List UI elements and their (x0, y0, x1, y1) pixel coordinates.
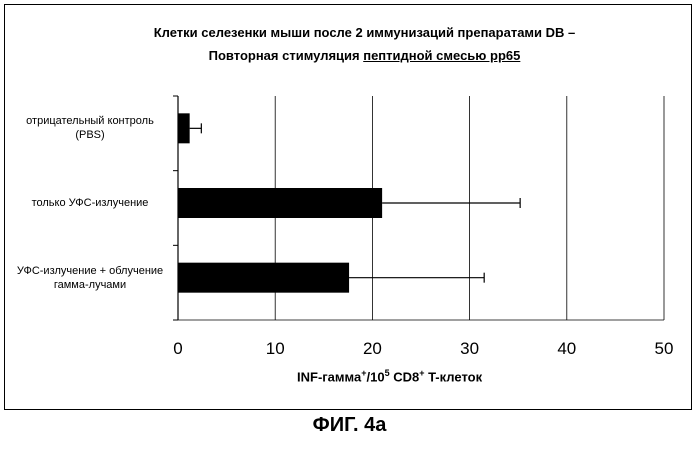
category-label-0-line-0: отрицательный контроль (6, 114, 174, 128)
category-label-2: УФС-излучение + облучениегамма-лучами (6, 264, 174, 292)
x-axis-label-tail: T-клеток (424, 369, 482, 384)
x-tick-label-0: 0 (173, 339, 182, 358)
figure-label: ФИГ. 4а (0, 414, 699, 437)
bar-2 (178, 263, 349, 293)
bar-0 (178, 113, 190, 143)
category-label-2-line-1: гамма-лучами (6, 278, 174, 292)
x-axis-label: INF-гамма+/105 CD8+ T-клеток (297, 368, 482, 384)
x-axis-label-mid: /10 (366, 369, 384, 384)
category-label-0-line-1: (PBS) (6, 128, 174, 142)
category-label-1-line-0: только УФС-излучение (6, 196, 174, 210)
x-axis-label-rest: CD8 (390, 369, 420, 384)
x-tick-label-50: 50 (655, 339, 674, 358)
x-tick-label-10: 10 (266, 339, 285, 358)
x-tick-label-30: 30 (460, 339, 479, 358)
category-label-1: только УФС-излучение (6, 196, 174, 210)
x-tick-label-20: 20 (363, 339, 382, 358)
category-label-2-line-0: УФС-излучение + облучение (6, 264, 174, 278)
category-label-0: отрицательный контроль(PBS) (6, 114, 174, 142)
x-tick-label-40: 40 (557, 339, 576, 358)
bar-1 (178, 188, 382, 218)
x-axis-label-main: INF-гамма (297, 369, 361, 384)
